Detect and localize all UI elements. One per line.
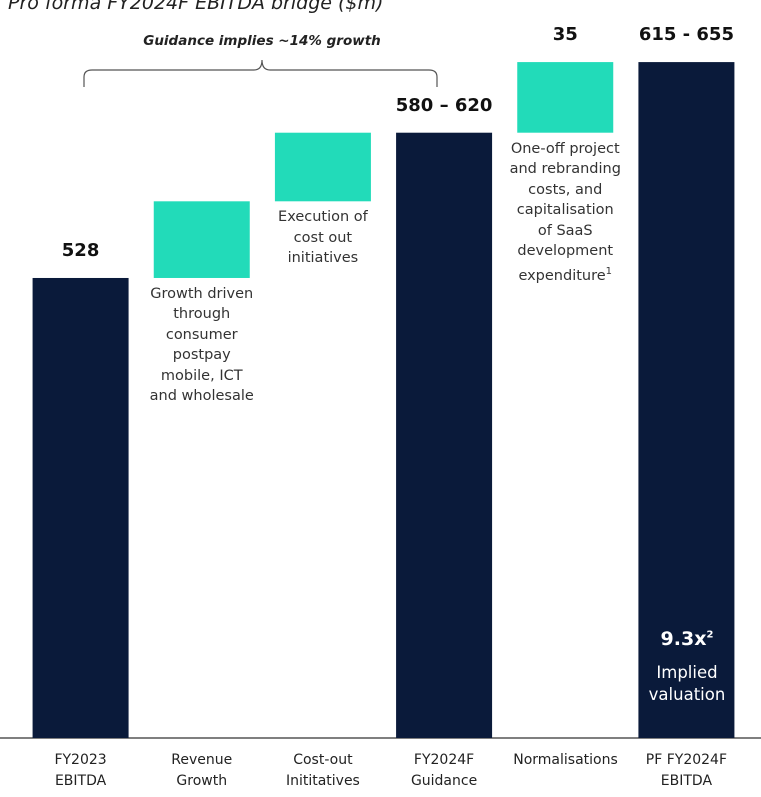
inner-label-sup: 2 (706, 629, 714, 641)
inner-caption: Implied valuation (648, 663, 726, 704)
bar-note: Execution of cost out initiatives (267, 207, 379, 269)
bracket (83, 59, 438, 87)
note-text: Growth driven through consumer postpay m… (149, 285, 254, 405)
x-tick-label: FY2023 EBITDA (54, 752, 107, 789)
x-tick-label: Cost-out Inititatives (285, 752, 360, 789)
bar (274, 132, 371, 202)
bracket-label: Guidance implies ~14% growth (143, 33, 381, 49)
value-label: 35 (552, 24, 578, 46)
x-tick-label: Revenue Growth (171, 752, 233, 789)
x-tick-label: FY2024F Guidance (410, 752, 478, 789)
chart-title: Pro forma FY2024F EBITDA bridge ($m) (8, 0, 384, 14)
inner-label-text: 9.3x (660, 628, 707, 650)
value-label: 615 - 655 (638, 24, 734, 46)
bar (153, 201, 250, 278)
bar-note: Growth driven through consumer postpay m… (146, 284, 258, 407)
value-label: 580 – 620 (395, 94, 493, 116)
x-tick-label: PF FY2024F EBITDA (645, 752, 728, 789)
note-text: One-off project and rebranding costs, an… (509, 140, 621, 284)
x-tick-label: Normalisations (513, 752, 618, 768)
inner-label: 9.3x2 (607, 628, 761, 650)
bar (396, 132, 493, 739)
note-text: Execution of cost out initiatives (278, 209, 368, 267)
bar (517, 62, 614, 133)
note-sup: 1 (605, 265, 613, 277)
bar (638, 62, 735, 738)
bar (32, 277, 129, 738)
bar-note: One-off project and rebranding costs, an… (509, 139, 621, 286)
value-label: 528 (61, 239, 100, 261)
